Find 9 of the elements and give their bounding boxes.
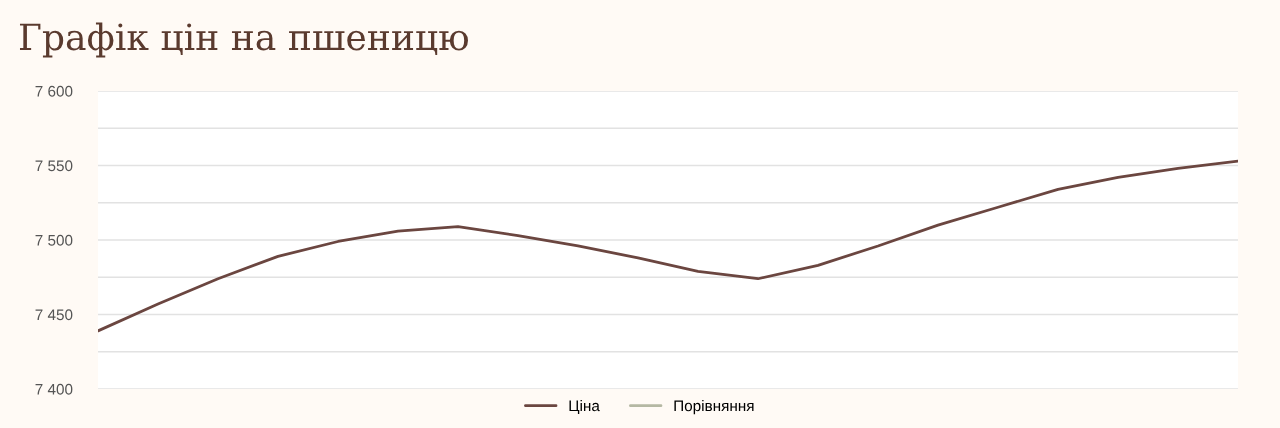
y-tick-label: 7 450 bbox=[35, 309, 73, 321]
y-tick-label: 7 400 bbox=[35, 383, 73, 395]
legend-label: Порівняння bbox=[674, 400, 754, 415]
chart-title: Графік цін на пшеницю bbox=[19, 22, 468, 58]
y-tick-label: 7 600 bbox=[35, 85, 73, 97]
line-series bbox=[98, 159, 1238, 333]
legend-label: Ціна bbox=[569, 400, 600, 415]
y-tick-label: 7 500 bbox=[35, 234, 73, 246]
y-tick-label: 7 550 bbox=[35, 160, 73, 172]
